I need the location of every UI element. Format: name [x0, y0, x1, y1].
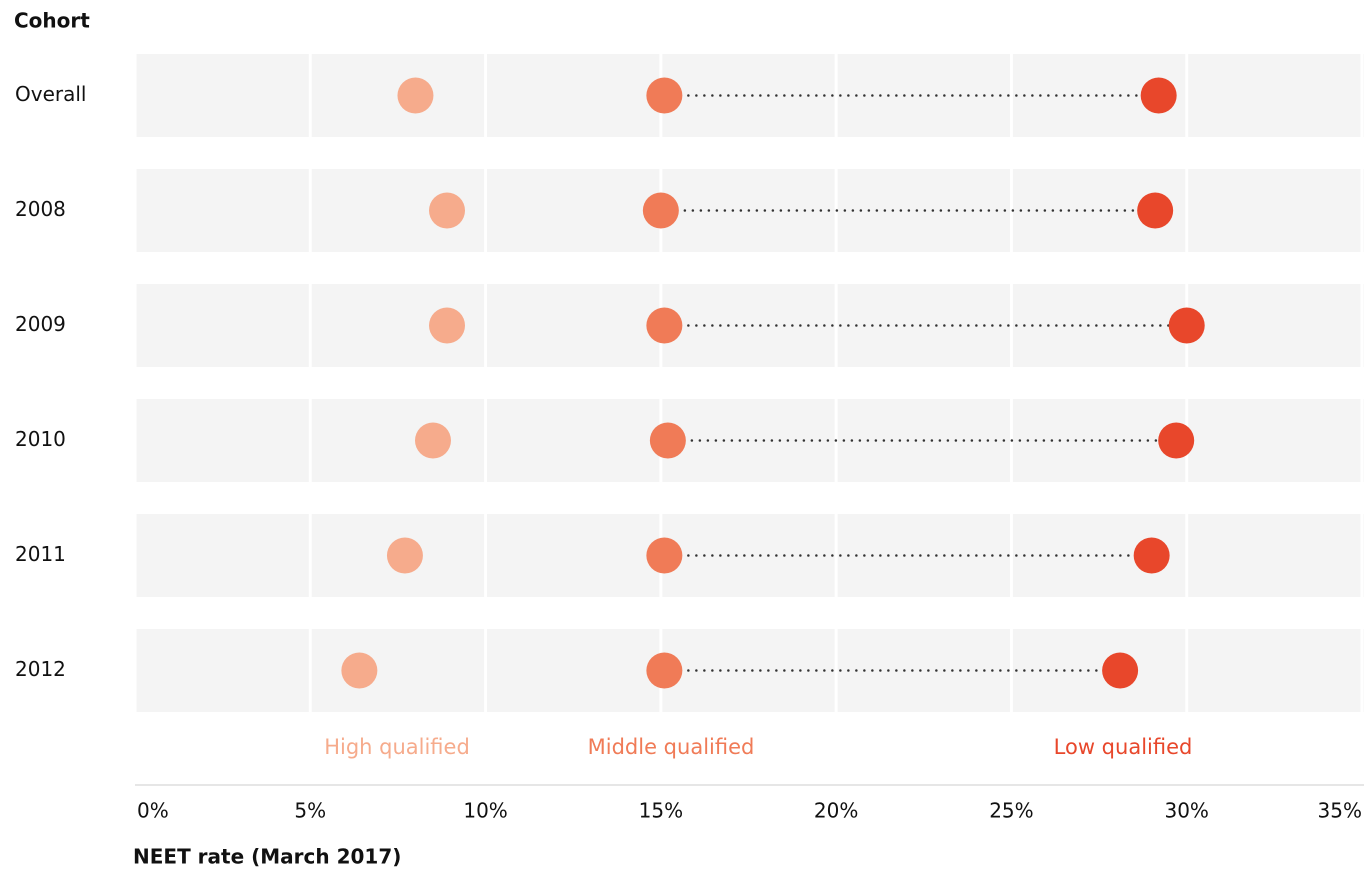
x-tick-label: 20% — [814, 799, 858, 823]
dot — [649, 422, 686, 459]
y-tick-label: 2010 — [15, 427, 66, 451]
x-tick-label: 0% — [137, 799, 169, 823]
x-tick-label: 15% — [639, 799, 683, 823]
dot — [341, 652, 378, 689]
y-tick-label: Overall — [15, 82, 86, 106]
row-band — [135, 514, 1364, 597]
dot — [1137, 192, 1174, 229]
dot — [1133, 537, 1170, 574]
y-axis-label: Cohort — [14, 9, 90, 33]
x-tick-label: 25% — [989, 799, 1033, 823]
y-tick-label: 2008 — [15, 197, 66, 221]
row-band — [135, 629, 1364, 712]
dot — [1102, 652, 1139, 689]
legend-label: Low qualified — [1054, 735, 1193, 759]
dot — [397, 77, 434, 114]
dot — [646, 77, 683, 114]
y-tick-label: 2012 — [15, 657, 66, 681]
x-tick-label: 10% — [463, 799, 507, 823]
x-tick-label: 5% — [294, 799, 326, 823]
dot — [1158, 422, 1195, 459]
x-tick-label: 30% — [1164, 799, 1208, 823]
dot — [429, 307, 466, 344]
dot — [429, 192, 466, 229]
dot — [1140, 77, 1177, 114]
row-band — [135, 54, 1364, 137]
y-tick-label: 2009 — [15, 312, 66, 336]
dot — [646, 537, 683, 574]
dot — [386, 537, 423, 574]
x-axis-label: NEET rate (March 2017) — [133, 845, 401, 869]
legend-label: High qualified — [324, 735, 470, 759]
y-tick-label: 2011 — [15, 542, 66, 566]
dot — [1168, 307, 1205, 344]
dot — [642, 192, 679, 229]
x-tick-label: 35% — [1318, 799, 1362, 823]
legend-label: Middle qualified — [588, 735, 755, 759]
dot — [646, 307, 683, 344]
dot — [646, 652, 683, 689]
dot — [414, 422, 451, 459]
